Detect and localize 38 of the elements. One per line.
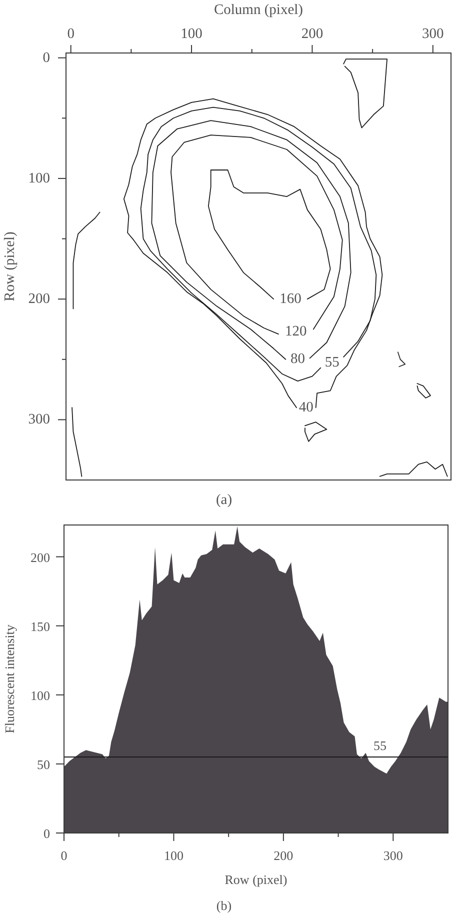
line-series (140, 106, 377, 382)
y-tick-label: 100 (28, 170, 50, 186)
y-tick-label: 300 (28, 412, 50, 428)
y-tick-label: 50 (37, 756, 50, 772)
line-series (304, 422, 328, 442)
x-tick-label: 100 (164, 848, 184, 863)
y-tick-label: 100 (30, 687, 50, 702)
line-series (397, 352, 406, 368)
x-tick-label: 100 (180, 26, 202, 42)
y-tick-label: 200 (28, 291, 50, 308)
series-label: 55 (324, 354, 340, 370)
x-tick-label: 300 (422, 26, 444, 42)
line-series (343, 58, 388, 128)
y-tick-label: 200 (30, 549, 50, 564)
x-tick-label: 300 (383, 848, 403, 863)
y-axis-title: Row (pixel) (2, 231, 18, 302)
y-tick-label: 0 (44, 826, 50, 840)
ref-line-label: 55 (374, 738, 387, 754)
x-tick-label: 200 (274, 848, 294, 863)
series-label: 40 (298, 400, 314, 416)
series-label: 120 (285, 324, 307, 340)
line-series (72, 212, 100, 310)
text: (a) (216, 492, 232, 508)
line-series (379, 461, 448, 477)
x-axis-title: Row (pixel) (224, 872, 288, 887)
line-series (170, 134, 343, 334)
y-tick-label: 0 (42, 50, 50, 66)
y-axis-title: Fluorescent intensity (2, 624, 17, 734)
x-tick-label: 200 (301, 26, 324, 42)
series-label: 80 (290, 350, 305, 367)
x-tick-label: 0 (60, 848, 68, 863)
x-tick-label: 0 (67, 26, 74, 42)
x-axis-title: Column (pixel) (214, 2, 304, 18)
line-series (72, 407, 82, 477)
line-series (416, 383, 431, 398)
text: (b) (216, 898, 232, 913)
series-label: 160 (280, 291, 302, 308)
y-tick-label: 150 (30, 618, 50, 634)
